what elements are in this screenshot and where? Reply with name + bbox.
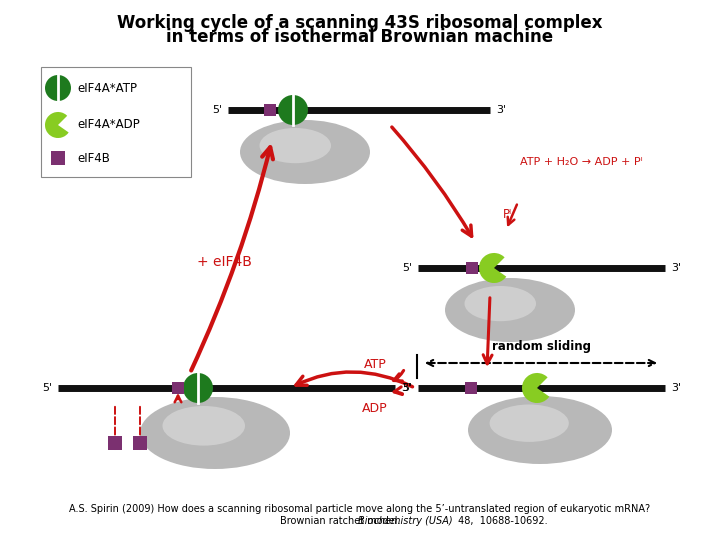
Ellipse shape <box>445 278 575 342</box>
Text: Biochemistry (USA): Biochemistry (USA) <box>358 516 453 526</box>
Text: 5': 5' <box>402 263 412 273</box>
Bar <box>108 436 122 450</box>
Text: 3': 3' <box>671 263 681 273</box>
Text: A.S. Spirin (2009) How does a scanning ribosomal particle move along the 5’-untr: A.S. Spirin (2009) How does a scanning r… <box>69 504 651 514</box>
Text: ATP + H₂O → ADP + Pᴵ: ATP + H₂O → ADP + Pᴵ <box>520 157 643 167</box>
Text: eIF4A*ATP: eIF4A*ATP <box>77 82 137 94</box>
Bar <box>133 436 147 450</box>
Wedge shape <box>522 373 549 403</box>
Text: Brownian ratchet model.: Brownian ratchet model. <box>280 516 404 526</box>
Text: ADP: ADP <box>362 402 388 415</box>
Ellipse shape <box>464 286 536 321</box>
Ellipse shape <box>490 404 569 442</box>
Text: Working cycle of a scanning 43S ribosomal complex: Working cycle of a scanning 43S ribosoma… <box>117 14 603 32</box>
Text: 48,  10688-10692.: 48, 10688-10692. <box>455 516 548 526</box>
Circle shape <box>278 95 308 125</box>
FancyBboxPatch shape <box>41 67 191 177</box>
Text: 5': 5' <box>212 105 222 115</box>
Text: ATP: ATP <box>364 359 387 372</box>
Text: eIF4B: eIF4B <box>77 152 110 165</box>
Text: 3': 3' <box>401 383 411 393</box>
Bar <box>172 382 184 394</box>
Wedge shape <box>479 253 506 283</box>
Ellipse shape <box>468 396 612 464</box>
Bar <box>466 262 478 274</box>
Wedge shape <box>45 112 68 138</box>
Text: Pᴵ: Pᴵ <box>503 208 512 221</box>
Bar <box>465 382 477 394</box>
Text: 5': 5' <box>402 383 412 393</box>
Text: eIF4A*ADP: eIF4A*ADP <box>77 118 140 132</box>
Ellipse shape <box>163 406 245 445</box>
Ellipse shape <box>259 128 331 163</box>
Circle shape <box>183 373 213 403</box>
Text: 3': 3' <box>671 383 681 393</box>
Ellipse shape <box>240 120 370 184</box>
Ellipse shape <box>140 397 290 469</box>
Bar <box>51 151 65 165</box>
Text: 3': 3' <box>496 105 506 115</box>
Text: in terms of isothermal Brownian machine: in terms of isothermal Brownian machine <box>166 28 554 46</box>
Text: random sliding: random sliding <box>492 340 590 353</box>
Bar <box>264 104 276 116</box>
Circle shape <box>45 75 71 101</box>
Text: + eIF4B: + eIF4B <box>197 255 252 269</box>
Text: 5': 5' <box>42 383 52 393</box>
